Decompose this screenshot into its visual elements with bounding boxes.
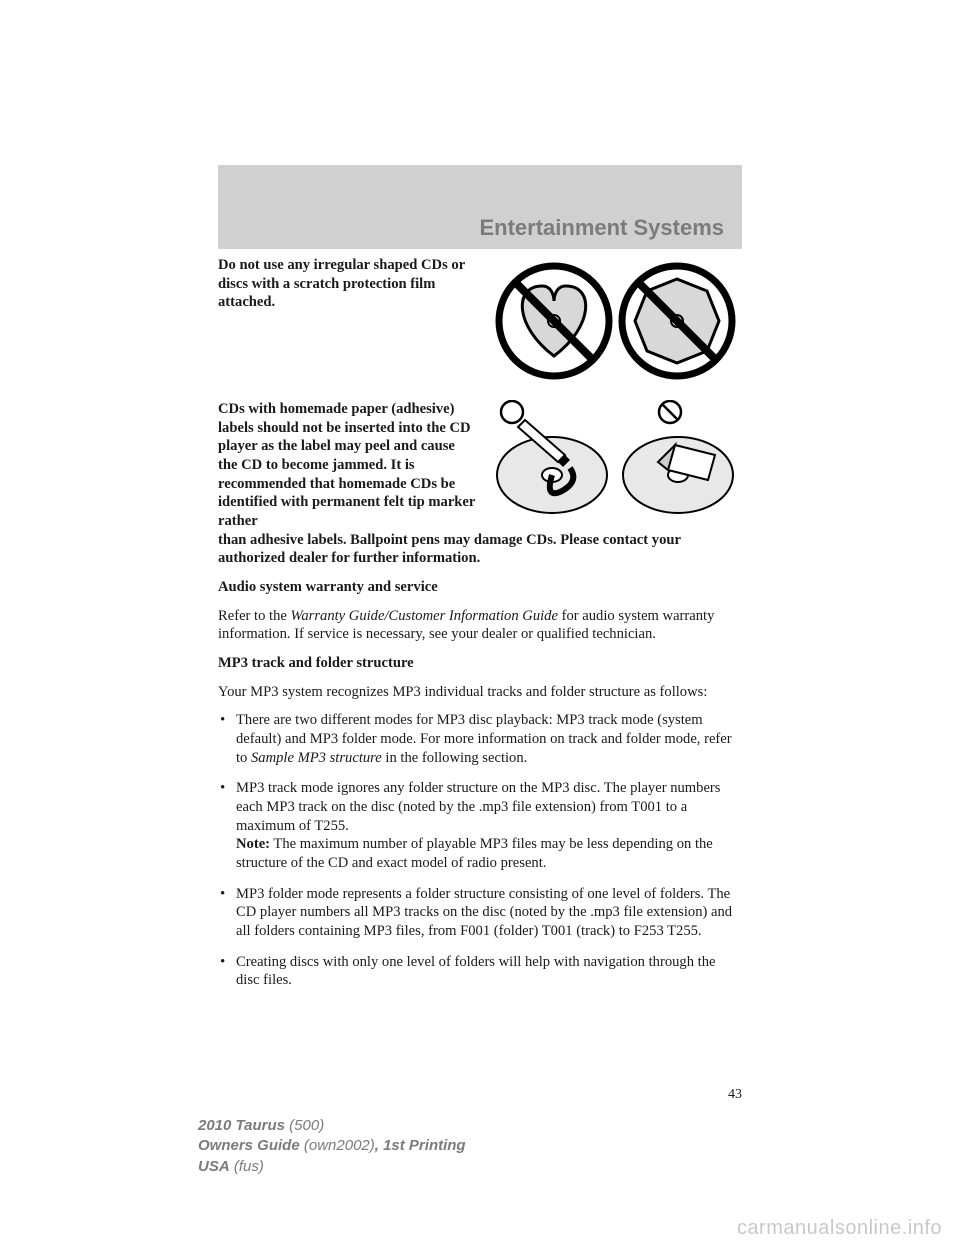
illustration-irregular-cds — [492, 256, 742, 386]
footer-paren: (own2002) — [300, 1137, 375, 1154]
text-fragment: MP3 track mode ignores any folder struct… — [236, 780, 720, 833]
row-irregular-cds: Do not use any irregular shaped CDs or d… — [218, 256, 742, 386]
footer-paren: (500) — [285, 1117, 324, 1134]
list-item: MP3 folder mode represents a folder stru… — [218, 885, 742, 941]
list-item: Creating discs with only one level of fo… — [218, 953, 742, 990]
list-item: There are two different modes for MP3 di… — [218, 711, 742, 767]
text-fragment: MP3 folder mode represents a folder stru… — [236, 886, 732, 939]
footer-region: USA — [198, 1158, 230, 1175]
para-audio-warranty: Refer to the Warranty Guide/Customer Inf… — [218, 607, 742, 644]
page-content: Do not use any irregular shaped CDs or d… — [218, 256, 742, 1002]
row-adhesive-labels: CDs with homemade paper (adhesive) label… — [218, 400, 742, 531]
text-fragment: in the following section. — [382, 750, 528, 766]
heading-audio-warranty: Audio system warranty and service — [218, 578, 742, 597]
footer-guide: Owners Guide — [198, 1137, 300, 1154]
footer-paren: (fus) — [230, 1158, 264, 1175]
text-fragment: Refer to the — [218, 608, 291, 624]
illustration-adhesive-labels — [490, 400, 740, 531]
text-fragment: Creating discs with only one level of fo… — [236, 954, 715, 989]
note-label: Note: — [236, 836, 270, 852]
text-italic: Warranty Guide/Customer Information Guid… — [291, 608, 558, 624]
list-item: MP3 track mode ignores any folder struct… — [218, 779, 742, 872]
page-number: 43 — [728, 1086, 742, 1104]
watermark: carmanualsonline.info — [737, 1217, 942, 1240]
para-adhesive-part2: than adhesive labels. Ballpoint pens may… — [218, 531, 742, 568]
para-adhesive-part1: CDs with homemade paper (adhesive) label… — [218, 400, 476, 531]
section-header-block: Entertainment Systems — [218, 165, 742, 249]
footer-model: 2010 Taurus — [198, 1117, 285, 1134]
text-fragment: The maximum number of playable MP3 files… — [236, 836, 713, 871]
para-irregular: Do not use any irregular shaped CDs or d… — [218, 256, 478, 312]
footer: 2010 Taurus (500) Owners Guide (own2002)… — [198, 1116, 758, 1177]
footer-printing: , 1st Printing — [375, 1137, 466, 1154]
heading-mp3: MP3 track and folder structure — [218, 654, 742, 673]
section-title: Entertainment Systems — [479, 215, 724, 241]
footer-line-1: 2010 Taurus (500) — [198, 1116, 758, 1136]
footer-line-3: USA (fus) — [198, 1157, 758, 1177]
para-mp3-intro: Your MP3 system recognizes MP3 individua… — [218, 683, 742, 702]
text-italic: Sample MP3 structure — [251, 750, 382, 766]
mp3-bullet-list: There are two different modes for MP3 di… — [218, 711, 742, 990]
footer-line-2: Owners Guide (own2002), 1st Printing — [198, 1136, 758, 1156]
